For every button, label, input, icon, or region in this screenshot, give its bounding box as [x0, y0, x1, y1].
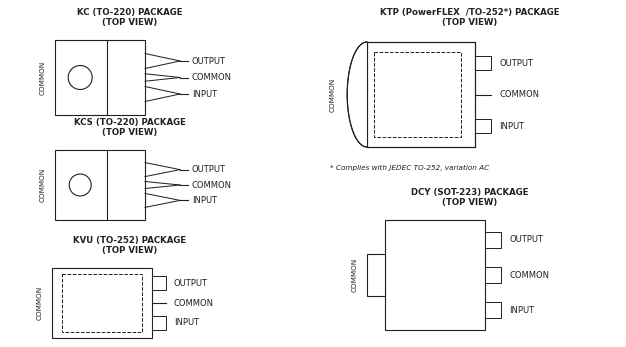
Text: INPUT: INPUT	[192, 90, 217, 99]
Bar	[367, 42, 475, 147]
Text: COMMON: COMMON	[37, 286, 43, 320]
Text: COMMON: COMMON	[192, 180, 232, 189]
Text: OUTPUT: OUTPUT	[174, 279, 208, 288]
Text: COMMON: COMMON	[330, 77, 336, 112]
Bar	[55, 40, 145, 115]
Text: INPUT: INPUT	[499, 121, 524, 130]
Text: COMMON: COMMON	[499, 90, 539, 99]
Text: COMMON: COMMON	[40, 168, 46, 202]
Text: KTP (PowerFLEX  /TO-252*) PACKAGE
(TOP VIEW): KTP (PowerFLEX /TO-252*) PACKAGE (TOP VI…	[380, 8, 560, 27]
Text: OUTPUT: OUTPUT	[192, 165, 226, 174]
Bar	[385, 220, 485, 330]
Text: * Complies with JEDEC TO-252, variation AC: * Complies with JEDEC TO-252, variation …	[330, 165, 490, 171]
Bar	[55, 150, 145, 220]
Bar	[152, 316, 166, 330]
Bar	[485, 267, 501, 283]
Circle shape	[69, 174, 91, 196]
Text: INPUT: INPUT	[192, 196, 217, 205]
Text: KVU (TO-252) PACKAGE
(TOP VIEW): KVU (TO-252) PACKAGE (TOP VIEW)	[73, 236, 187, 255]
Text: OUTPUT: OUTPUT	[192, 57, 226, 66]
Bar	[485, 302, 501, 318]
Text: INPUT: INPUT	[509, 306, 534, 315]
Text: OUTPUT: OUTPUT	[499, 59, 533, 68]
Polygon shape	[347, 42, 367, 147]
Text: INPUT: INPUT	[174, 318, 199, 327]
Bar	[475, 119, 491, 133]
Text: KC (TO-220) PACKAGE
(TOP VIEW): KC (TO-220) PACKAGE (TOP VIEW)	[77, 8, 183, 27]
Bar	[475, 56, 491, 70]
Text: KCS (TO-220) PACKAGE
(TOP VIEW): KCS (TO-220) PACKAGE (TOP VIEW)	[74, 118, 186, 137]
Text: COMMON: COMMON	[40, 60, 46, 95]
Bar	[52, 268, 152, 338]
Bar	[152, 277, 166, 290]
Bar	[367, 254, 385, 296]
Bar	[374, 52, 461, 137]
Circle shape	[68, 66, 92, 90]
Bar	[485, 232, 501, 248]
Text: COMMON: COMMON	[352, 258, 358, 292]
Text: COMMON: COMMON	[174, 298, 214, 307]
Text: COMMON: COMMON	[509, 271, 549, 279]
Text: OUTPUT: OUTPUT	[509, 235, 543, 244]
Text: DCY (SOT-223) PACKAGE
(TOP VIEW): DCY (SOT-223) PACKAGE (TOP VIEW)	[411, 188, 529, 208]
Text: COMMON: COMMON	[192, 73, 232, 82]
Bar	[62, 274, 142, 332]
